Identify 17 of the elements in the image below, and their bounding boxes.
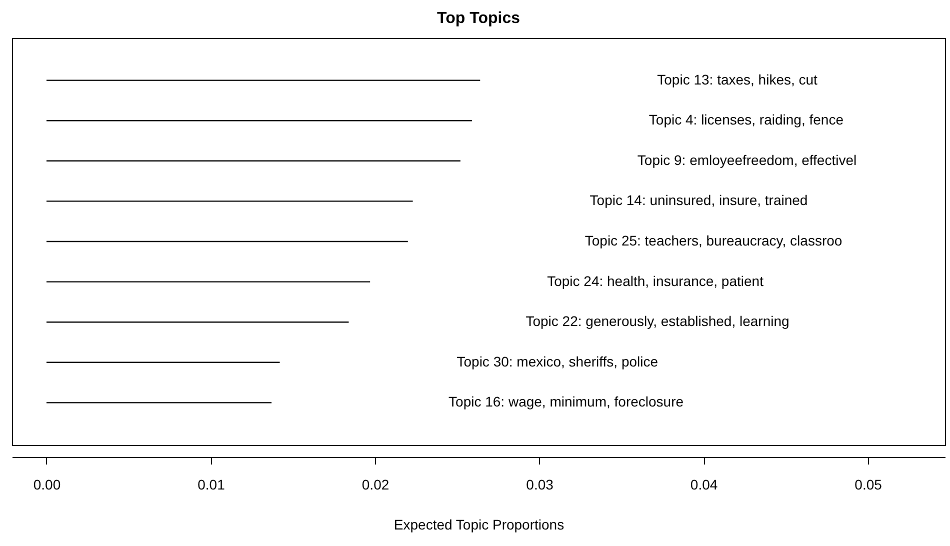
y-tick-label: Topic 16: wage, minimum, foreclosure xyxy=(448,394,684,410)
x-tick-label: 0.05 xyxy=(854,476,882,492)
y-tick-label: Topic 24: health, insurance, patient xyxy=(547,272,764,289)
y-tick-label: Topic 30: mexico, sheriffs, police xyxy=(456,353,658,370)
x-axis-title: Expected Topic Proportions xyxy=(394,516,564,532)
chart-title: Top Topics xyxy=(437,10,520,27)
y-tick-label: Topic 9: emloyeefreedom, effectivel xyxy=(637,152,857,168)
x-tick-label: 0.04 xyxy=(690,476,718,492)
x-tick-label: 0.02 xyxy=(362,476,390,492)
y-tick-label: Topic 13: taxes, hikes, cut xyxy=(657,71,818,88)
y-tick-label: Topic 25: teachers, bureaucracy, classroo xyxy=(584,232,842,248)
x-tick-label: 0.03 xyxy=(526,476,554,492)
y-tick-label: Topic 14: uninsured, insure, trained xyxy=(590,192,808,208)
x-tick-label: 0.01 xyxy=(198,476,226,492)
x-tick-label: 0.00 xyxy=(33,476,61,492)
y-tick-label: Topic 22: generously, established, learning xyxy=(526,313,790,330)
y-tick-label: Topic 4: licenses, raiding, fence xyxy=(648,112,844,128)
